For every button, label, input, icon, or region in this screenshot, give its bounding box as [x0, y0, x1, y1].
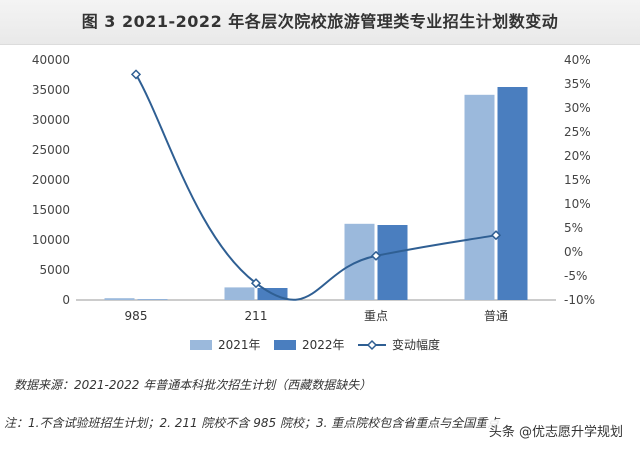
y-right-tick-label: 35%: [564, 77, 591, 91]
legend-label: 变动幅度: [392, 337, 440, 352]
chart-canvas: 0 5000 10000 15000 20000 25000 30000 35000 40000…: [32, 53, 595, 352]
legend-label: 2022年: [302, 338, 345, 352]
change-rate-point: [370, 250, 382, 261]
category-label: 985: [125, 309, 148, 323]
bar-2021: [104, 298, 135, 300]
change-rate-line: [135, 73, 497, 301]
y-left-tick-label: 40000: [32, 53, 70, 67]
y-right-tick-label: 20%: [564, 149, 591, 163]
bar-2022: [377, 225, 408, 300]
legend-swatch-2022: [274, 340, 296, 350]
y-right-tick-label: 15%: [564, 173, 591, 187]
y-right-tick-label: -5%: [564, 269, 587, 283]
y-right-tick-label: -10%: [564, 293, 595, 307]
legend-label: 2021年: [218, 338, 261, 352]
bar-2021: [224, 287, 255, 300]
change-rate-point: [490, 230, 502, 241]
watermark-text: 头条 @优志愿升学规划: [485, 420, 626, 441]
legend-line-marker: [366, 339, 378, 351]
y-left-tick-label: 15000: [32, 203, 70, 217]
legend-swatch-2021: [190, 340, 212, 350]
bar-2021: [464, 94, 495, 300]
y-left-tick-label: 5000: [39, 263, 70, 277]
bar-2022: [137, 299, 168, 300]
chart-title: 图 3 2021-2022 年各层次院校旅游管理类专业招生计划数变动: [81, 12, 559, 31]
note-text: 注：1.不含试验班招生计划；2. 211 院校不含 985 院校；3. 重点院校…: [4, 416, 500, 430]
y-right-tick-label: 25%: [564, 125, 591, 139]
y-right-tick-label: 30%: [564, 101, 591, 115]
y-left-tick-label: 0: [62, 293, 70, 307]
category-label: 211: [245, 309, 268, 323]
y-right-tick-label: 0%: [564, 245, 583, 259]
bar-2022: [497, 87, 528, 300]
y-left-tick-label: 10000: [32, 233, 70, 247]
y-right-tick-label: 40%: [564, 53, 591, 67]
y-left-tick-label: 20000: [32, 173, 70, 187]
title-bar: 图 3 2021-2022 年各层次院校旅游管理类专业招生计划数变动: [0, 0, 640, 45]
y-right-tick-label: 5%: [564, 221, 583, 235]
change-rate-point: [130, 69, 142, 80]
category-label: 重点: [364, 309, 388, 323]
category-label: 普通: [484, 309, 508, 323]
change-rate-point: [250, 278, 262, 289]
y-left-tick-label: 35000: [32, 83, 70, 97]
y-left-tick-label: 25000: [32, 143, 70, 157]
source-text: 数据来源：2021-2022 年普通本科批次招生计划（西藏数据缺失）: [14, 378, 372, 392]
y-right-tick-label: 10%: [564, 197, 591, 211]
y-left-tick-label: 30000: [32, 113, 70, 127]
